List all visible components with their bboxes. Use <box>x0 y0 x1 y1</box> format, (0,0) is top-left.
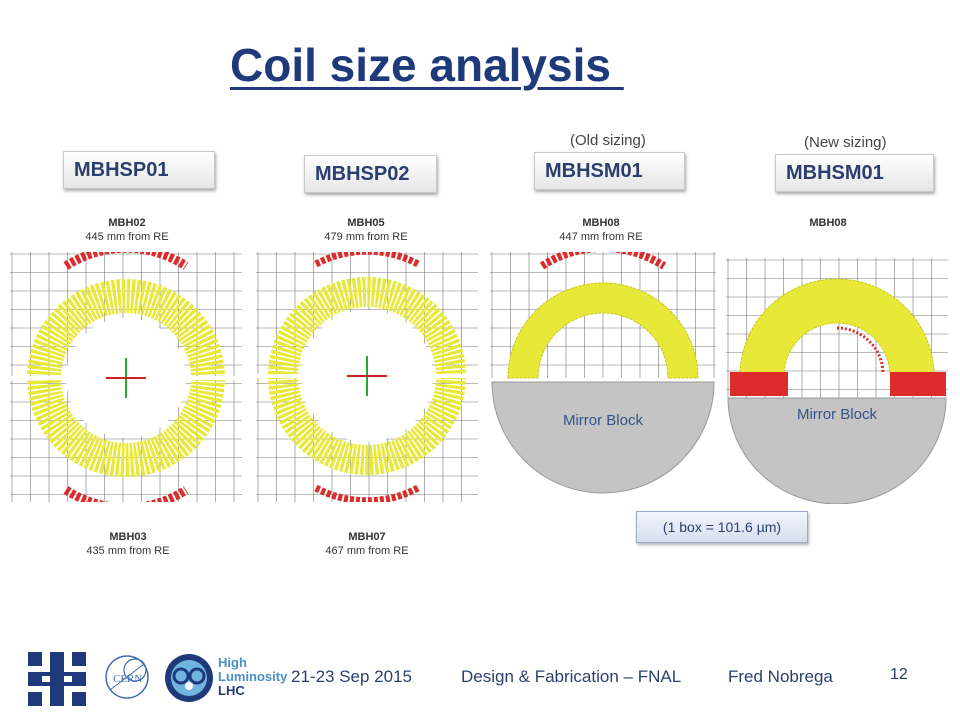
coil-plot-mbhsm01-old <box>490 252 716 504</box>
caption-name: MBH05 <box>347 217 385 229</box>
caption-distance: 435 mm from RE <box>86 545 170 557</box>
coil-plot-mbhsp01 <box>10 252 242 502</box>
caption-mbh05: MBH05 479 mm from RE <box>271 216 461 244</box>
pole-top <box>314 252 420 268</box>
pole-top <box>63 252 189 270</box>
mirror-block-label-old: Mirror Block <box>562 412 643 429</box>
old-sizing-note: (Old sizing) <box>570 132 646 149</box>
pole-top <box>539 252 667 270</box>
caption-mbh08-new: MBH08 <box>733 216 923 230</box>
caption-name: MBH02 <box>108 217 146 229</box>
page-title: Coil size analysis <box>230 39 624 91</box>
mirror-block <box>491 381 715 494</box>
pole-right <box>890 372 946 396</box>
caption-mbh03: MBH03 435 mm from RE <box>33 530 223 558</box>
caption-distance: 479 mm from RE <box>324 231 408 243</box>
scale-note: (1 box = 101.6 µm) <box>636 511 808 543</box>
pole-left <box>730 372 788 396</box>
caption-mbh02: MBH02 445 mm from RE <box>32 216 222 244</box>
hilumi-lhc-wordmark: High Luminosity LHC <box>218 656 287 698</box>
mirror-block <box>727 397 947 504</box>
pole-bottom <box>314 484 420 502</box>
caption-name: MBH08 <box>809 217 847 229</box>
caption-name: MBH07 <box>348 531 386 543</box>
inner-shim <box>836 326 885 375</box>
caption-name: MBH03 <box>109 531 147 543</box>
caption-mbh07: MBH07 467 mm from RE <box>272 530 462 558</box>
caption-name: MBH08 <box>582 217 620 229</box>
new-sizing-note: (New sizing) <box>804 134 887 151</box>
footer-author: Fred Nobrega <box>728 667 833 686</box>
magnet-label-mbhsp02: MBHSP02 <box>304 155 437 193</box>
coil-half <box>507 282 699 379</box>
hilumi-high: High <box>218 655 247 670</box>
hilumi-lhc-logo-mark <box>165 654 213 702</box>
coil-half <box>739 278 935 377</box>
page-number: 12 <box>890 666 908 683</box>
fermilab-logo <box>28 652 86 706</box>
caption-distance: 447 mm from RE <box>559 231 643 243</box>
hilumi-lhc: LHC <box>218 683 245 698</box>
pole-bottom <box>63 486 189 502</box>
footer-event: Design & Fabrication – FNAL <box>461 667 682 686</box>
footer-date: 21-23 Sep 2015 <box>291 667 412 686</box>
magnet-label-mbhsm01-old: MBHSM01 <box>534 152 685 190</box>
svg-text:CERN: CERN <box>113 673 142 685</box>
caption-distance: 467 mm from RE <box>325 545 409 557</box>
magnet-label-mbhsp01: MBHSP01 <box>63 151 215 189</box>
caption-distance: 445 mm from RE <box>85 231 169 243</box>
coil-plot-mbhsp02 <box>256 252 478 502</box>
mirror-block-label-new: Mirror Block <box>796 406 877 423</box>
cern-logo: CERN <box>105 655 149 699</box>
caption-mbh08-old: MBH08 447 mm from RE <box>506 216 696 244</box>
magnet-label-mbhsm01-new: MBHSM01 <box>775 154 934 192</box>
hilumi-luminosity: Luminosity <box>218 669 288 684</box>
coil-plot-mbhsm01-new <box>726 258 948 504</box>
